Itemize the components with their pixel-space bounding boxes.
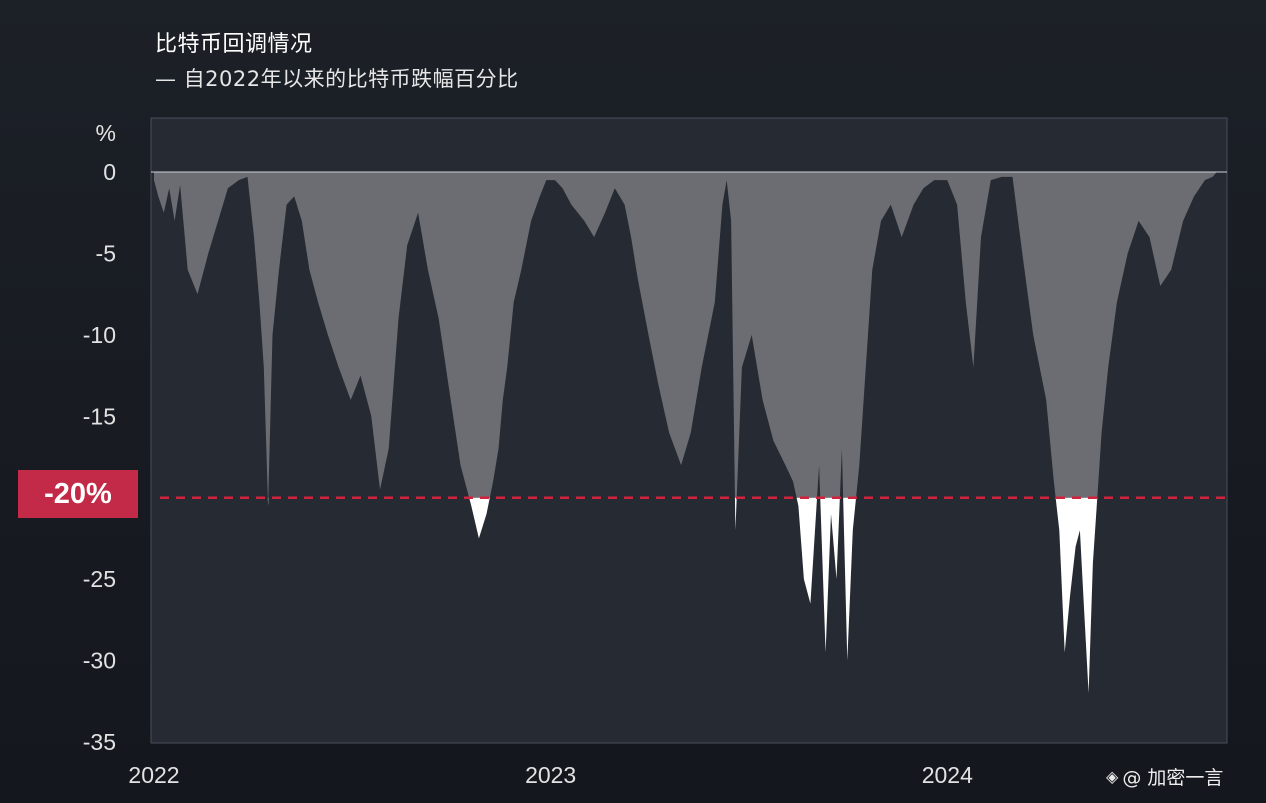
y-axis-unit-label: % (96, 120, 116, 146)
drawdown-area-series (154, 172, 1217, 498)
y-tick-label: 0 (103, 159, 116, 185)
y-tick-label: -15 (83, 403, 116, 429)
x-tick-label: 2022 (128, 762, 179, 788)
y-tick-label: -30 (83, 648, 116, 674)
chart-subtitle: — 自2022年以来的比特币跌幅百分比 (155, 67, 519, 91)
watermark-text: @ 加密一言 (1122, 767, 1224, 789)
binance-logo-icon: ◈ (1106, 767, 1119, 786)
y-tick-label: -35 (83, 729, 116, 755)
chart-title: 比特币回调情况 (155, 32, 313, 57)
y-tick-label: -25 (83, 566, 116, 592)
x-tick-label: 2024 (922, 762, 973, 788)
y-tick-label: -5 (96, 240, 116, 266)
watermark: ◈ @ 加密一言 (1106, 763, 1223, 790)
threshold-badge: -20% (18, 470, 138, 518)
threshold-badge-label: -20% (44, 477, 112, 510)
y-tick-label: -10 (83, 322, 116, 348)
x-tick-label: 2023 (525, 762, 576, 788)
